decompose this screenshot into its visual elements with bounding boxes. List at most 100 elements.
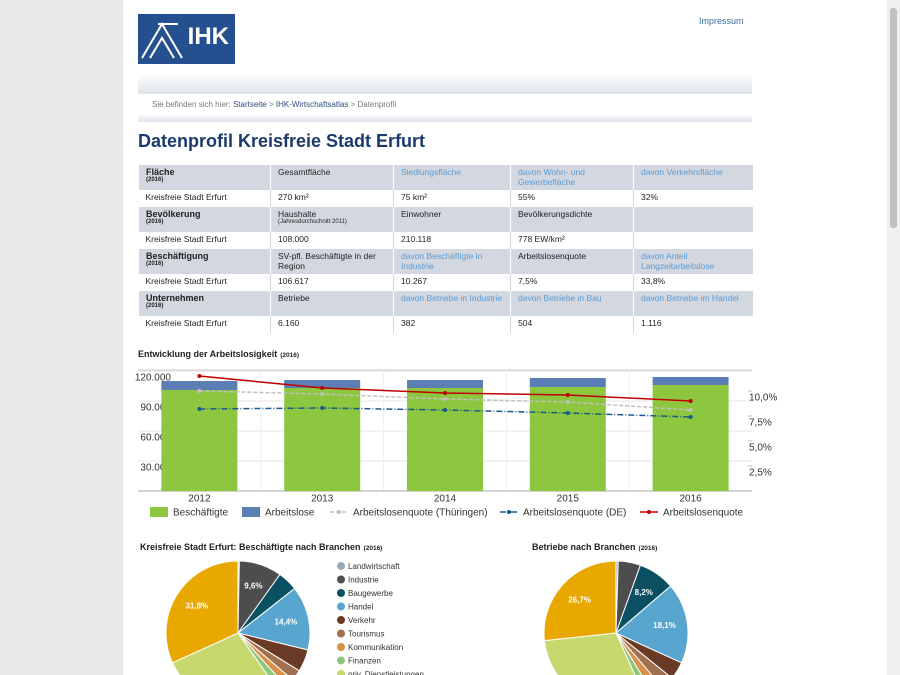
legend-swatch — [337, 670, 345, 675]
header-text[interactable]: Siedlungsfläche — [401, 167, 462, 177]
y-tick-label: 120.000 — [135, 373, 172, 384]
section-year: (2016) — [146, 303, 164, 309]
slice-label: 9,6% — [244, 582, 262, 591]
cell-value: 75 km² — [401, 192, 427, 202]
cell: 6.160 — [270, 316, 394, 333]
section-cell: Fläche (2016) — [138, 165, 271, 190]
cell-value: 382 — [401, 318, 416, 328]
legend-label: Landwirtschaft — [348, 562, 400, 571]
chart-title-note: (2016) — [639, 545, 658, 552]
cell-value: 6.160 — [278, 318, 300, 328]
bar — [652, 377, 729, 385]
cell-value: 108.000 — [278, 234, 309, 244]
column-header: davon Wohn- und Gewerbefläche — [510, 165, 634, 190]
cell-value: 106.617 — [278, 276, 309, 286]
impressum-link[interactable]: Impressum — [699, 16, 744, 26]
column-header — [633, 207, 753, 232]
row-label: Kreisfreie Stadt Erfurt — [138, 190, 271, 207]
legend-label: priv. Dienstleistungen — [348, 670, 424, 675]
header-text[interactable]: davon Betriebe in Bau — [518, 293, 602, 303]
header-text: Arbeitslosenquote — [518, 251, 587, 261]
section-title: Bevölkerung — [146, 209, 201, 219]
chart-title: Betriebe nach Branchen (2016) — [532, 542, 657, 552]
scrollbar-thumb[interactable] — [890, 8, 897, 228]
pie-slice — [615, 585, 689, 664]
line-point — [320, 392, 325, 396]
y2-tick-label: 5,0% — [749, 443, 772, 454]
row-label: Kreisfreie Stadt Erfurt — [138, 274, 271, 291]
section-cell: Bevölkerung (2016) — [138, 207, 271, 232]
chart-title-note: (2016) — [280, 352, 299, 359]
content: IHK Impressum Sie befinden sich hier: St… — [123, 0, 887, 675]
column-header: Siedlungsfläche — [393, 165, 511, 190]
row-label: Kreisfreie Stadt Erfurt — [138, 232, 271, 249]
header-band — [138, 74, 752, 94]
column-header: Gesamtfläche — [270, 165, 394, 190]
cell-value: 55% — [518, 192, 536, 202]
column-header: Einwohner — [393, 207, 511, 232]
x-tick-label: 2014 — [434, 494, 457, 505]
bar — [529, 387, 606, 491]
header-text[interactable]: davon Anteil Langzeitarbeitslose — [641, 251, 715, 271]
logo-mark — [141, 22, 183, 59]
line-point — [688, 399, 693, 403]
section-title: Unternehmen — [146, 293, 205, 303]
cell-value: 1.116 — [641, 318, 662, 328]
line-point — [197, 407, 202, 411]
legend-swatch — [337, 629, 345, 638]
slice-label: 14,4% — [275, 618, 298, 627]
section-year: (2016) — [146, 177, 164, 183]
cell: 270 km² — [270, 190, 394, 207]
data-row: Kreisfreie Stadt Erfurt 270 km² 75 km² 55% 3… — [138, 190, 753, 207]
column-header: davon Betriebe im Handel — [633, 291, 753, 316]
legend-marker — [647, 510, 651, 514]
cell: 32% — [633, 190, 753, 207]
column-header: Betriebe — [270, 291, 394, 316]
y2-tick-label: 10,0% — [749, 393, 777, 404]
chart-title: Entwicklung der Arbeitslosigkeit (2016) — [138, 349, 299, 359]
column-header: davon Betriebe in Bau — [510, 291, 634, 316]
header-text[interactable]: davon Wohn- und Gewerbefläche — [518, 167, 585, 187]
logo[interactable]: IHK — [138, 14, 235, 64]
section-year: (2016) — [146, 219, 164, 225]
legend-swatch — [337, 656, 345, 665]
breadcrumb: Sie befinden sich hier: Startseite > IHK… — [152, 100, 397, 109]
header-text: Gesamtfläche — [278, 167, 331, 177]
cell: 108.000 — [270, 232, 394, 249]
pie-slice — [237, 632, 277, 675]
pie-slice — [615, 632, 653, 675]
bar — [284, 380, 361, 388]
header-text[interactable]: davon Betriebe in Industrie — [401, 293, 503, 303]
cell: 504 — [510, 316, 634, 333]
slice-label: 18,1% — [653, 621, 676, 630]
column-header: davon Beschäftigte in Industrie — [393, 249, 511, 274]
cell-value: 33,8% — [641, 276, 666, 286]
header-text: Betriebe — [278, 293, 310, 303]
header-text[interactable]: davon Verkehrsfläche — [641, 167, 723, 177]
cell-value: 7,5% — [518, 276, 538, 286]
section-title: Beschäftigung — [146, 251, 209, 261]
breadcrumb-item[interactable]: Startseite — [232, 100, 267, 109]
legend-label: Arbeitslosenquote (Thüringen) — [353, 508, 488, 519]
chart-title-text: Kreisfreie Stadt Erfurt: Beschäftigte na… — [140, 542, 361, 552]
pie-slice — [171, 632, 268, 675]
cell: 55% — [510, 190, 634, 207]
pie-slice — [543, 560, 617, 642]
column-header: SV-pfl. Beschäftigte in der Region — [270, 249, 394, 274]
x-tick-label: 2013 — [311, 494, 334, 505]
slice-label: 8,2% — [635, 588, 653, 597]
header-text[interactable]: davon Beschäftigte in Industrie — [401, 251, 483, 271]
breadcrumb-item[interactable]: IHK-Wirtschaftsatlas — [275, 100, 349, 109]
column-header: Haushalte (Jahresdurchschnitt 2011) — [270, 207, 394, 232]
legend-label: Tourismus — [348, 630, 384, 639]
header-text: SV-pfl. Beschäftigte in der Region — [278, 251, 376, 271]
data-row: Kreisfreie Stadt Erfurt 106.617 10.267 7,5%… — [138, 274, 753, 291]
data-row: Kreisfreie Stadt Erfurt 108.000 210.118 778… — [138, 232, 753, 249]
chart-title-note: (2016) — [364, 545, 383, 552]
y2-tick-label: 2,5% — [749, 468, 772, 479]
header-text[interactable]: davon Betriebe im Handel — [641, 293, 739, 303]
line-point — [443, 408, 447, 412]
column-header: davon Anteil Langzeitarbeitslose — [633, 249, 753, 274]
